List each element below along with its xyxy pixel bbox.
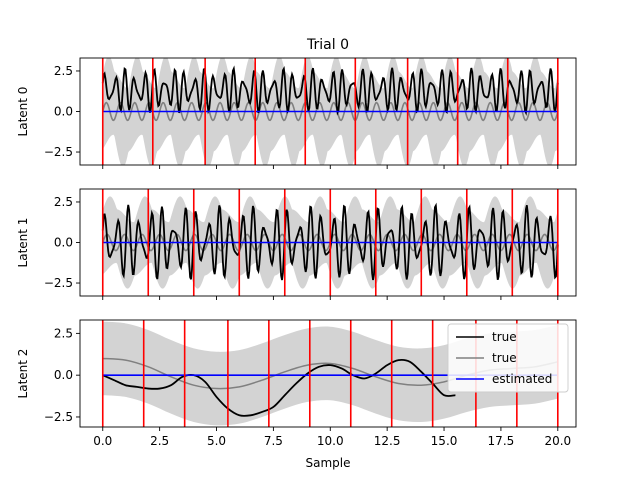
y-tick-label: 0.0 xyxy=(54,236,73,250)
legend: true true estimated xyxy=(447,323,569,393)
y-tick-label: 0.0 xyxy=(54,105,73,119)
y-tick-label: 0.0 xyxy=(54,368,73,382)
x-tick-label: 12.5 xyxy=(374,434,401,448)
x-tick-label: 20.0 xyxy=(544,434,571,448)
x-tick-label: 0.0 xyxy=(93,434,112,448)
x-tick-label: 15.0 xyxy=(431,434,458,448)
y-tick-label: 2.5 xyxy=(54,195,73,209)
chart-title: Trial 0 xyxy=(306,37,349,53)
y-axis-label: Latent 1 xyxy=(16,218,30,268)
y-axis-label: Latent 2 xyxy=(16,349,30,399)
y-tick-label: 2.5 xyxy=(54,326,73,340)
x-tick-label: 17.5 xyxy=(488,434,515,448)
plot-area-1 xyxy=(101,189,559,296)
panel-1: −2.5 0.0 2.5 Latent 1 xyxy=(16,188,577,300)
y-tick-label: 2.5 xyxy=(54,64,73,78)
true-line xyxy=(102,358,456,417)
x-axis-label: Sample xyxy=(306,456,351,470)
uncertainty-band xyxy=(102,321,558,426)
x-tick-label: 10.0 xyxy=(317,434,344,448)
y-tick-label: −2.5 xyxy=(44,145,73,159)
panel-2: −2.5 0.0 2.5 0.0 2.5 5.0 7.5 10.0 12.5 15.0 17.5 20… xyxy=(16,319,577,448)
plot-area-0 xyxy=(101,58,559,165)
axes-frame xyxy=(79,319,577,428)
legend-label: true xyxy=(492,330,517,344)
panel-0: −2.5 0.0 2.5 Latent 0 xyxy=(16,57,577,169)
x-tick-label: 5.0 xyxy=(207,434,226,448)
y-tick-label: −2.5 xyxy=(44,410,73,424)
legend-label: true xyxy=(492,351,517,365)
x-tick-label: 7.5 xyxy=(264,434,283,448)
x-tick-label: 2.5 xyxy=(150,434,169,448)
legend-label: estimated xyxy=(492,372,552,386)
y-tick-label: −2.5 xyxy=(44,276,73,290)
true-line xyxy=(101,65,559,116)
y-axis-label: Latent 0 xyxy=(16,87,30,137)
legend-box xyxy=(447,323,569,393)
